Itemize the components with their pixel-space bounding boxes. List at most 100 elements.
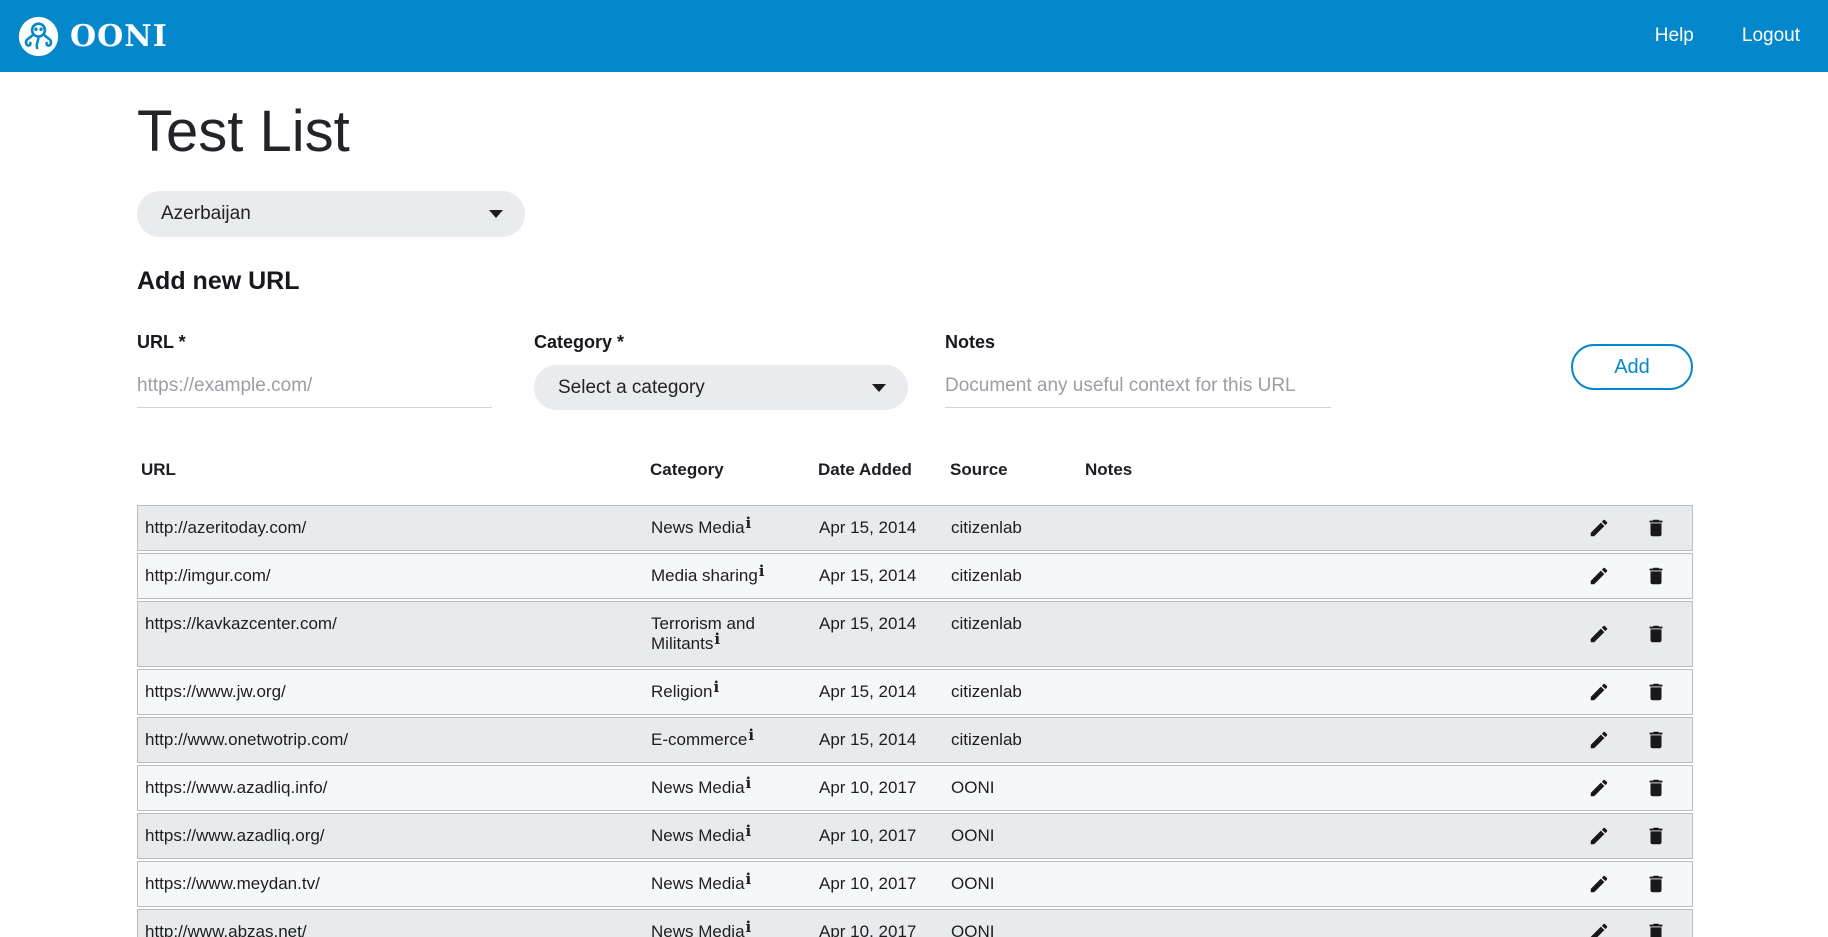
source-cell: OONI xyxy=(951,862,1086,906)
category-text: Terrorism and Militants xyxy=(651,614,755,654)
pencil-icon xyxy=(1588,517,1610,539)
edit-url-button[interactable] xyxy=(1587,516,1611,540)
column-header-source: Source xyxy=(950,448,1085,492)
add-url-heading: Add new URL xyxy=(137,267,1693,296)
brand-home-link[interactable]: OONI xyxy=(18,16,168,57)
edit-url-button[interactable] xyxy=(1587,824,1611,848)
edit-url-button[interactable] xyxy=(1587,564,1611,588)
notes-input[interactable] xyxy=(945,369,1331,408)
category-cell: News Mediai xyxy=(651,766,819,810)
category-field-label: Category * xyxy=(534,332,908,353)
pencil-icon xyxy=(1588,565,1610,587)
edit-url-button[interactable] xyxy=(1587,728,1611,752)
delete-url-button[interactable] xyxy=(1644,516,1668,540)
url-cell: https://www.jw.org/ xyxy=(138,670,651,714)
category-select[interactable]: Select a category xyxy=(534,365,908,410)
table-row: https://www.meydan.tv/ News Mediai Apr 1… xyxy=(137,861,1693,907)
category-info-icon: i xyxy=(746,822,752,840)
pencil-icon xyxy=(1588,729,1610,751)
category-text: News Media xyxy=(651,778,745,797)
date-added-cell: Apr 10, 2017 xyxy=(819,766,951,810)
notes-cell xyxy=(1086,814,1561,837)
notes-cell xyxy=(1086,718,1561,741)
url-cell: https://www.meydan.tv/ xyxy=(138,862,651,906)
url-field-group: URL * xyxy=(137,332,492,408)
url-input[interactable] xyxy=(137,369,492,408)
category-cell: Media sharingi xyxy=(651,554,819,598)
trash-icon xyxy=(1645,517,1667,539)
table-row: http://imgur.com/ Media sharingi Apr 15,… xyxy=(137,553,1693,599)
pencil-icon xyxy=(1588,777,1610,799)
category-info-icon: i xyxy=(746,774,752,792)
url-cell: http://www.abzas.net/ xyxy=(138,910,651,937)
url-cell: http://azeritoday.com/ xyxy=(138,506,651,550)
category-info-icon: i xyxy=(759,562,765,580)
chevron-down-icon xyxy=(489,210,503,218)
edit-url-button[interactable] xyxy=(1587,872,1611,896)
source-cell: OONI xyxy=(951,814,1086,858)
category-text: Media sharing xyxy=(651,566,758,585)
trash-icon xyxy=(1645,729,1667,751)
actions-cell xyxy=(1561,862,1694,906)
url-cell: https://www.azadliq.info/ xyxy=(138,766,651,810)
source-cell: citizenlab xyxy=(951,718,1086,762)
help-link[interactable]: Help xyxy=(1655,25,1694,47)
actions-cell xyxy=(1561,910,1694,937)
category-cell: News Mediai xyxy=(651,814,819,858)
actions-cell xyxy=(1561,670,1694,714)
add-url-button[interactable]: Add xyxy=(1571,344,1693,390)
actions-cell xyxy=(1561,554,1694,598)
edit-url-button[interactable] xyxy=(1587,622,1611,646)
trash-icon xyxy=(1645,623,1667,645)
category-text: Religion xyxy=(651,682,712,701)
url-cell: https://kavkazcenter.com/ xyxy=(138,602,651,646)
source-cell: citizenlab xyxy=(951,670,1086,714)
table-row: https://www.jw.org/ Religioni Apr 15, 20… xyxy=(137,669,1693,715)
country-select[interactable]: Azerbaijan xyxy=(137,191,525,237)
pencil-icon xyxy=(1588,921,1610,937)
actions-cell xyxy=(1561,602,1694,666)
category-info-icon: i xyxy=(713,678,719,696)
category-info-icon: i xyxy=(748,726,754,744)
edit-url-button[interactable] xyxy=(1587,920,1611,937)
table-row: https://kavkazcenter.com/ Terrorism and … xyxy=(137,601,1693,667)
actions-cell xyxy=(1561,766,1694,810)
category-text: E-commerce xyxy=(651,730,747,749)
logout-link[interactable]: Logout xyxy=(1742,25,1800,47)
url-table-header: URL Category Date Added Source Notes xyxy=(137,448,1693,505)
source-cell: citizenlab xyxy=(951,602,1086,646)
notes-cell xyxy=(1086,766,1561,789)
date-added-cell: Apr 10, 2017 xyxy=(819,910,951,937)
actions-cell xyxy=(1561,718,1694,762)
category-cell: News Mediai xyxy=(651,862,819,906)
delete-url-button[interactable] xyxy=(1644,920,1668,937)
delete-url-button[interactable] xyxy=(1644,680,1668,704)
category-info-icon: i xyxy=(746,918,752,936)
delete-url-button[interactable] xyxy=(1644,622,1668,646)
table-row: https://www.azadliq.info/ News Mediai Ap… xyxy=(137,765,1693,811)
notes-cell xyxy=(1086,554,1561,577)
top-navigation-bar: OONI Help Logout xyxy=(0,0,1828,72)
edit-url-button[interactable] xyxy=(1587,776,1611,800)
table-row: http://www.abzas.net/ News Mediai Apr 10… xyxy=(137,909,1693,937)
category-text: News Media xyxy=(651,826,745,845)
category-cell: Religioni xyxy=(651,670,819,714)
trash-icon xyxy=(1645,825,1667,847)
notes-field-label: Notes xyxy=(945,332,1331,353)
category-info-icon: i xyxy=(714,630,720,648)
top-nav-links: Help Logout xyxy=(1655,25,1800,47)
pencil-icon xyxy=(1588,681,1610,703)
edit-url-button[interactable] xyxy=(1587,680,1611,704)
delete-url-button[interactable] xyxy=(1644,728,1668,752)
delete-url-button[interactable] xyxy=(1644,776,1668,800)
pencil-icon xyxy=(1588,825,1610,847)
category-text: News Media xyxy=(651,874,745,893)
delete-url-button[interactable] xyxy=(1644,824,1668,848)
delete-url-button[interactable] xyxy=(1644,564,1668,588)
delete-url-button[interactable] xyxy=(1644,872,1668,896)
table-row: http://www.onetwotrip.com/ E-commercei A… xyxy=(137,717,1693,763)
country-select-value: Azerbaijan xyxy=(161,203,251,225)
category-cell: News Mediai xyxy=(651,506,819,550)
category-info-icon: i xyxy=(746,870,752,888)
category-text: News Media xyxy=(651,922,745,937)
